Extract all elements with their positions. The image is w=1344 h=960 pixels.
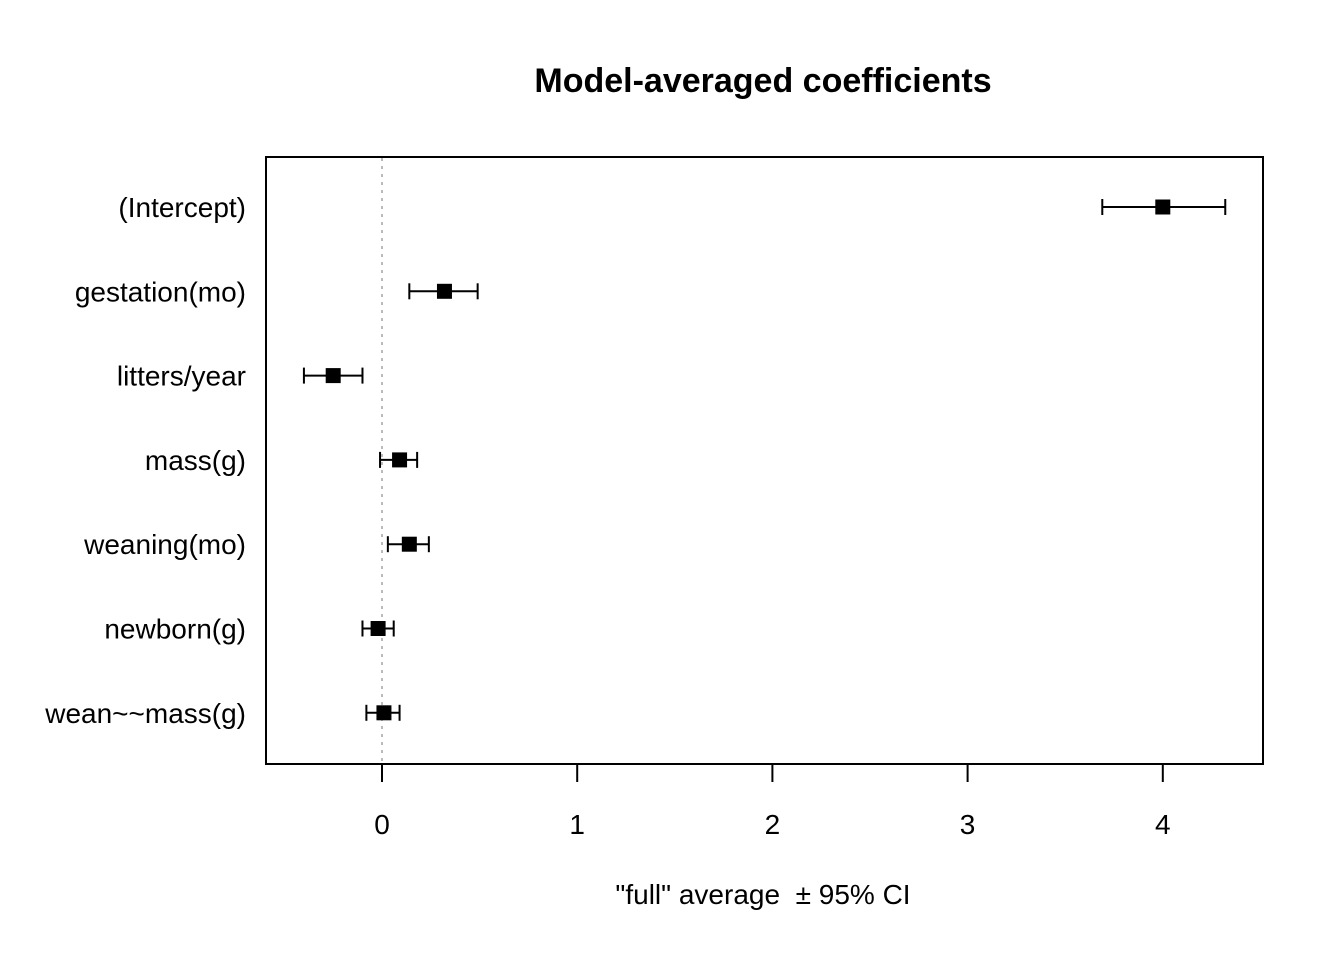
x-tick-label: 0 bbox=[374, 809, 390, 840]
x-tick-label: 3 bbox=[960, 809, 976, 840]
y-category-label: weaning(mo) bbox=[83, 529, 246, 560]
y-category-label: newborn(g) bbox=[104, 614, 246, 645]
estimate-point bbox=[325, 368, 341, 384]
chart-title: Model-averaged coefficients bbox=[534, 62, 991, 100]
y-category-label: mass(g) bbox=[145, 445, 246, 476]
y-category-label: (Intercept) bbox=[118, 192, 246, 223]
plot-frame bbox=[265, 156, 1264, 765]
x-axis-label: "full" average ± 95% CI bbox=[615, 879, 910, 910]
estimate-point bbox=[370, 621, 386, 636]
marks-layer bbox=[302, 199, 1227, 721]
x-tick-label: 4 bbox=[1155, 809, 1171, 840]
y-axis-labels: (Intercept) gestation(mo) litters/year mass… bbox=[44, 192, 246, 729]
x-axis: 0 1 2 3 4 bbox=[374, 764, 1171, 840]
y-category-label: gestation(mo) bbox=[75, 276, 246, 307]
estimate-point bbox=[392, 452, 408, 468]
estimate-point bbox=[401, 536, 417, 552]
estimate-point bbox=[436, 283, 452, 299]
x-tick-label: 1 bbox=[569, 809, 585, 840]
x-tick-label: 2 bbox=[765, 809, 781, 840]
estimate-point bbox=[376, 705, 392, 721]
estimate-point bbox=[1155, 199, 1171, 215]
y-category-label: litters/year bbox=[117, 361, 246, 392]
y-category-label: wean~~mass(g) bbox=[44, 698, 246, 729]
